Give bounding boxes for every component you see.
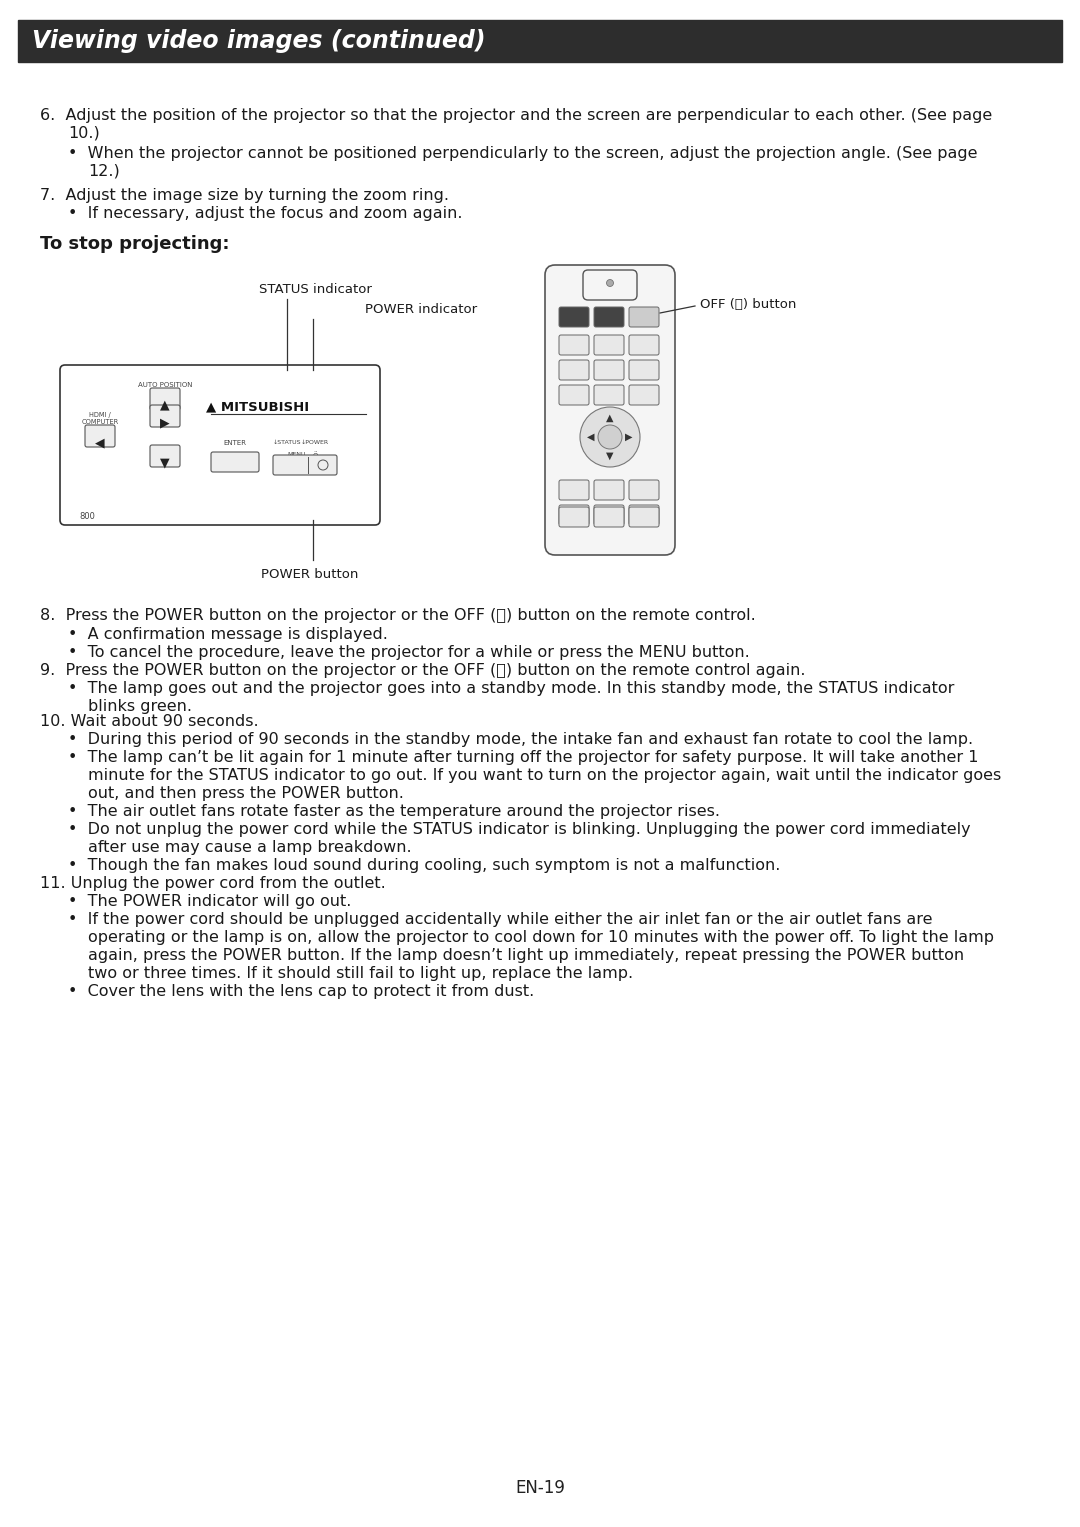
Text: Ö: Ö [312, 452, 318, 458]
Text: ↓STATUS: ↓STATUS [273, 440, 301, 444]
FancyBboxPatch shape [559, 385, 589, 405]
Text: ▲: ▲ [606, 412, 613, 423]
FancyBboxPatch shape [594, 334, 624, 354]
Text: ENTER: ENTER [224, 440, 246, 446]
FancyBboxPatch shape [85, 425, 114, 447]
Text: OFF (⏻) button: OFF (⏻) button [700, 298, 796, 312]
Text: 10.): 10.) [68, 127, 99, 140]
FancyBboxPatch shape [150, 405, 180, 428]
Text: ▶: ▶ [160, 415, 170, 429]
Text: ▲ MITSUBISHI: ▲ MITSUBISHI [205, 400, 309, 412]
FancyBboxPatch shape [273, 455, 337, 475]
Text: again, press the POWER button. If the lamp doesn’t light up immediately, repeat : again, press the POWER button. If the la… [87, 948, 964, 964]
FancyBboxPatch shape [60, 365, 380, 525]
FancyBboxPatch shape [559, 479, 589, 499]
Text: 7.  Adjust the image size by turning the zoom ring.: 7. Adjust the image size by turning the … [40, 188, 449, 203]
Text: minute for the STATUS indicator to go out. If you want to turn on the projector : minute for the STATUS indicator to go ou… [87, 768, 1001, 783]
Text: 10. Wait about 90 seconds.: 10. Wait about 90 seconds. [40, 715, 258, 728]
Text: two or three times. If it should still fail to light up, replace the lamp.: two or three times. If it should still f… [87, 967, 633, 980]
FancyBboxPatch shape [594, 479, 624, 499]
Text: 9.  Press the POWER button on the projector or the OFF (⏻) button on the remote : 9. Press the POWER button on the project… [40, 663, 806, 678]
Bar [18, 20, 1062, 63]
FancyBboxPatch shape [545, 266, 675, 554]
Text: Viewing video images (continued): Viewing video images (continued) [32, 29, 486, 53]
Text: STATUS indicator: STATUS indicator [258, 282, 372, 296]
Text: POWER indicator: POWER indicator [365, 302, 477, 316]
FancyBboxPatch shape [594, 385, 624, 405]
Text: ▼: ▼ [160, 457, 170, 469]
FancyBboxPatch shape [594, 307, 624, 327]
Text: ↓POWER: ↓POWER [301, 440, 329, 444]
Text: EN-19: EN-19 [515, 1480, 565, 1496]
Text: ▲: ▲ [160, 399, 170, 411]
Text: •  If the power cord should be unplugged accidentally while either the air inlet: • If the power cord should be unplugged … [68, 912, 932, 927]
Text: out, and then press the POWER button.: out, and then press the POWER button. [87, 786, 404, 802]
Circle shape [607, 279, 613, 287]
Text: •  During this period of 90 seconds in the standby mode, the intake fan and exha: • During this period of 90 seconds in th… [68, 731, 973, 747]
Text: 6.  Adjust the position of the projector so that the projector and the screen ar: 6. Adjust the position of the projector … [40, 108, 993, 124]
FancyBboxPatch shape [559, 307, 589, 327]
Text: MENU: MENU [287, 452, 307, 457]
FancyBboxPatch shape [629, 385, 659, 405]
Text: VIDEO: VIDEO [154, 412, 176, 418]
Text: ◀: ◀ [588, 432, 595, 441]
FancyBboxPatch shape [211, 452, 259, 472]
Text: •  A confirmation message is displayed.: • A confirmation message is displayed. [68, 628, 388, 641]
FancyBboxPatch shape [629, 505, 659, 525]
Text: after use may cause a lamp breakdown.: after use may cause a lamp breakdown. [87, 840, 411, 855]
Text: HDMI /
COMPUTER: HDMI / COMPUTER [81, 412, 119, 426]
Circle shape [598, 425, 622, 449]
FancyBboxPatch shape [629, 360, 659, 380]
Text: •  The air outlet fans rotate faster as the temperature around the projector ris: • The air outlet fans rotate faster as t… [68, 805, 720, 818]
Text: •  Do not unplug the power cord while the STATUS indicator is blinking. Unpluggi: • Do not unplug the power cord while the… [68, 822, 971, 837]
FancyBboxPatch shape [583, 270, 637, 299]
FancyBboxPatch shape [629, 479, 659, 499]
Text: •  The lamp goes out and the projector goes into a standby mode. In this standby: • The lamp goes out and the projector go… [68, 681, 955, 696]
Text: •  If necessary, adjust the focus and zoom again.: • If necessary, adjust the focus and zoo… [68, 206, 462, 221]
Text: blinks green.: blinks green. [87, 699, 192, 715]
Circle shape [318, 460, 328, 470]
Text: POWER button: POWER button [261, 568, 359, 580]
Text: 8.  Press the POWER button on the projector or the OFF (⏻) button on the remote : 8. Press the POWER button on the project… [40, 608, 756, 623]
Text: ▼: ▼ [606, 450, 613, 461]
FancyBboxPatch shape [594, 505, 624, 525]
Text: •  Though the fan makes loud sound during cooling, such symptom is not a malfunc: • Though the fan makes loud sound during… [68, 858, 781, 873]
FancyBboxPatch shape [559, 507, 589, 527]
Text: ▶: ▶ [625, 432, 633, 441]
Text: ◀: ◀ [95, 437, 105, 449]
Text: •  Cover the lens with the lens cap to protect it from dust.: • Cover the lens with the lens cap to pr… [68, 983, 535, 999]
FancyBboxPatch shape [594, 507, 624, 527]
FancyBboxPatch shape [629, 334, 659, 354]
FancyBboxPatch shape [150, 444, 180, 467]
FancyBboxPatch shape [629, 507, 659, 527]
Text: •  The POWER indicator will go out.: • The POWER indicator will go out. [68, 893, 351, 909]
Text: •  The lamp can’t be lit again for 1 minute after turning off the projector for : • The lamp can’t be lit again for 1 minu… [68, 750, 978, 765]
Text: AUTO POSITION: AUTO POSITION [138, 382, 192, 388]
Text: 800: 800 [79, 512, 95, 521]
FancyBboxPatch shape [559, 334, 589, 354]
Circle shape [580, 408, 640, 467]
FancyBboxPatch shape [629, 307, 659, 327]
FancyBboxPatch shape [559, 360, 589, 380]
Text: operating or the lamp is on, allow the projector to cool down for 10 minutes wit: operating or the lamp is on, allow the p… [87, 930, 994, 945]
Text: •  When the projector cannot be positioned perpendicularly to the screen, adjust: • When the projector cannot be positione… [68, 147, 977, 160]
Text: •  To cancel the procedure, leave the projector for a while or press the MENU bu: • To cancel the procedure, leave the pro… [68, 644, 750, 660]
Text: To stop projecting:: To stop projecting: [40, 235, 229, 253]
Text: 12.): 12.) [87, 163, 120, 179]
FancyBboxPatch shape [559, 505, 589, 525]
FancyBboxPatch shape [150, 388, 180, 411]
FancyBboxPatch shape [594, 360, 624, 380]
Text: 11. Unplug the power cord from the outlet.: 11. Unplug the power cord from the outle… [40, 876, 386, 890]
